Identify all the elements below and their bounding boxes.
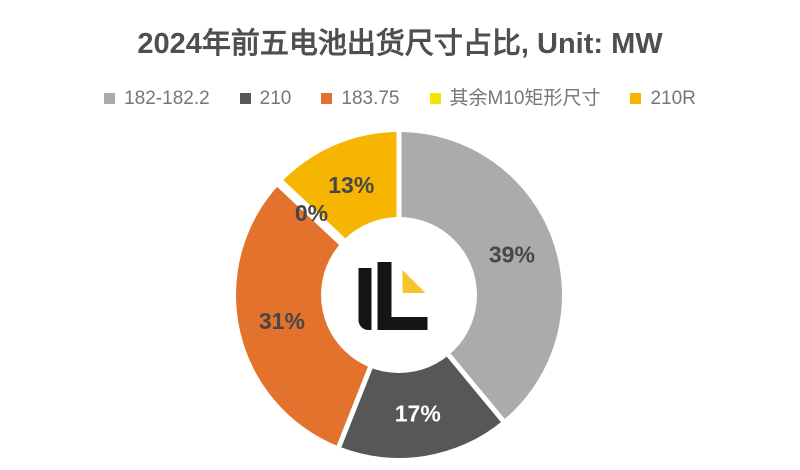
brand-logo-il [358, 262, 428, 332]
donut-hole [321, 217, 477, 373]
legend-item: 183.75 [321, 87, 400, 109]
legend-label: 210R [650, 87, 696, 109]
percent-label-182-182.2: 39% [489, 241, 535, 267]
logo-letter-l-horizontal [377, 317, 428, 330]
legend-item: 182-182.2 [104, 89, 210, 108]
donut-chart: 39% 17% 31% 0% 13% [234, 130, 564, 460]
donut-segment-183.75 [236, 183, 399, 447]
percent-label-183.75: 31% [259, 308, 305, 334]
donut-segment-210 [339, 295, 503, 458]
legend: 182-182.2 210 183.75 其余M10矩形尺寸 210R [0, 86, 800, 110]
percent-label-210: 17% [395, 401, 441, 427]
percent-label-210R: 13% [328, 172, 374, 198]
logo-triangle-icon [402, 270, 426, 293]
legend-swatch [239, 92, 251, 104]
donut-segment-182-182.2 [399, 132, 562, 421]
logo-letter-i-bar [358, 268, 372, 330]
legend-swatch [321, 92, 333, 104]
legend-item: 其余M10矩形尺寸 [429, 87, 601, 109]
legend-label: 182-182.2 [124, 87, 210, 109]
donut-svg: 39% 17% 31% 0%13% [236, 130, 562, 458]
legend-label: 183.75 [341, 87, 400, 109]
legend-swatch [630, 92, 642, 104]
legend-swatch [429, 92, 441, 104]
legend-label: 其余M10矩形尺寸 [449, 87, 601, 109]
chart-title: 2024年前五电池出货尺寸占比, Unit: MW [137, 28, 663, 60]
legend-swatch [104, 92, 116, 104]
percent-label-其余M10矩形尺寸: 0% [295, 200, 328, 226]
legend-item: 210R [630, 87, 696, 109]
legend-item: 210 [239, 87, 292, 109]
legend-label: 210 [259, 87, 292, 109]
logo-letter-l-vertical [377, 262, 392, 330]
